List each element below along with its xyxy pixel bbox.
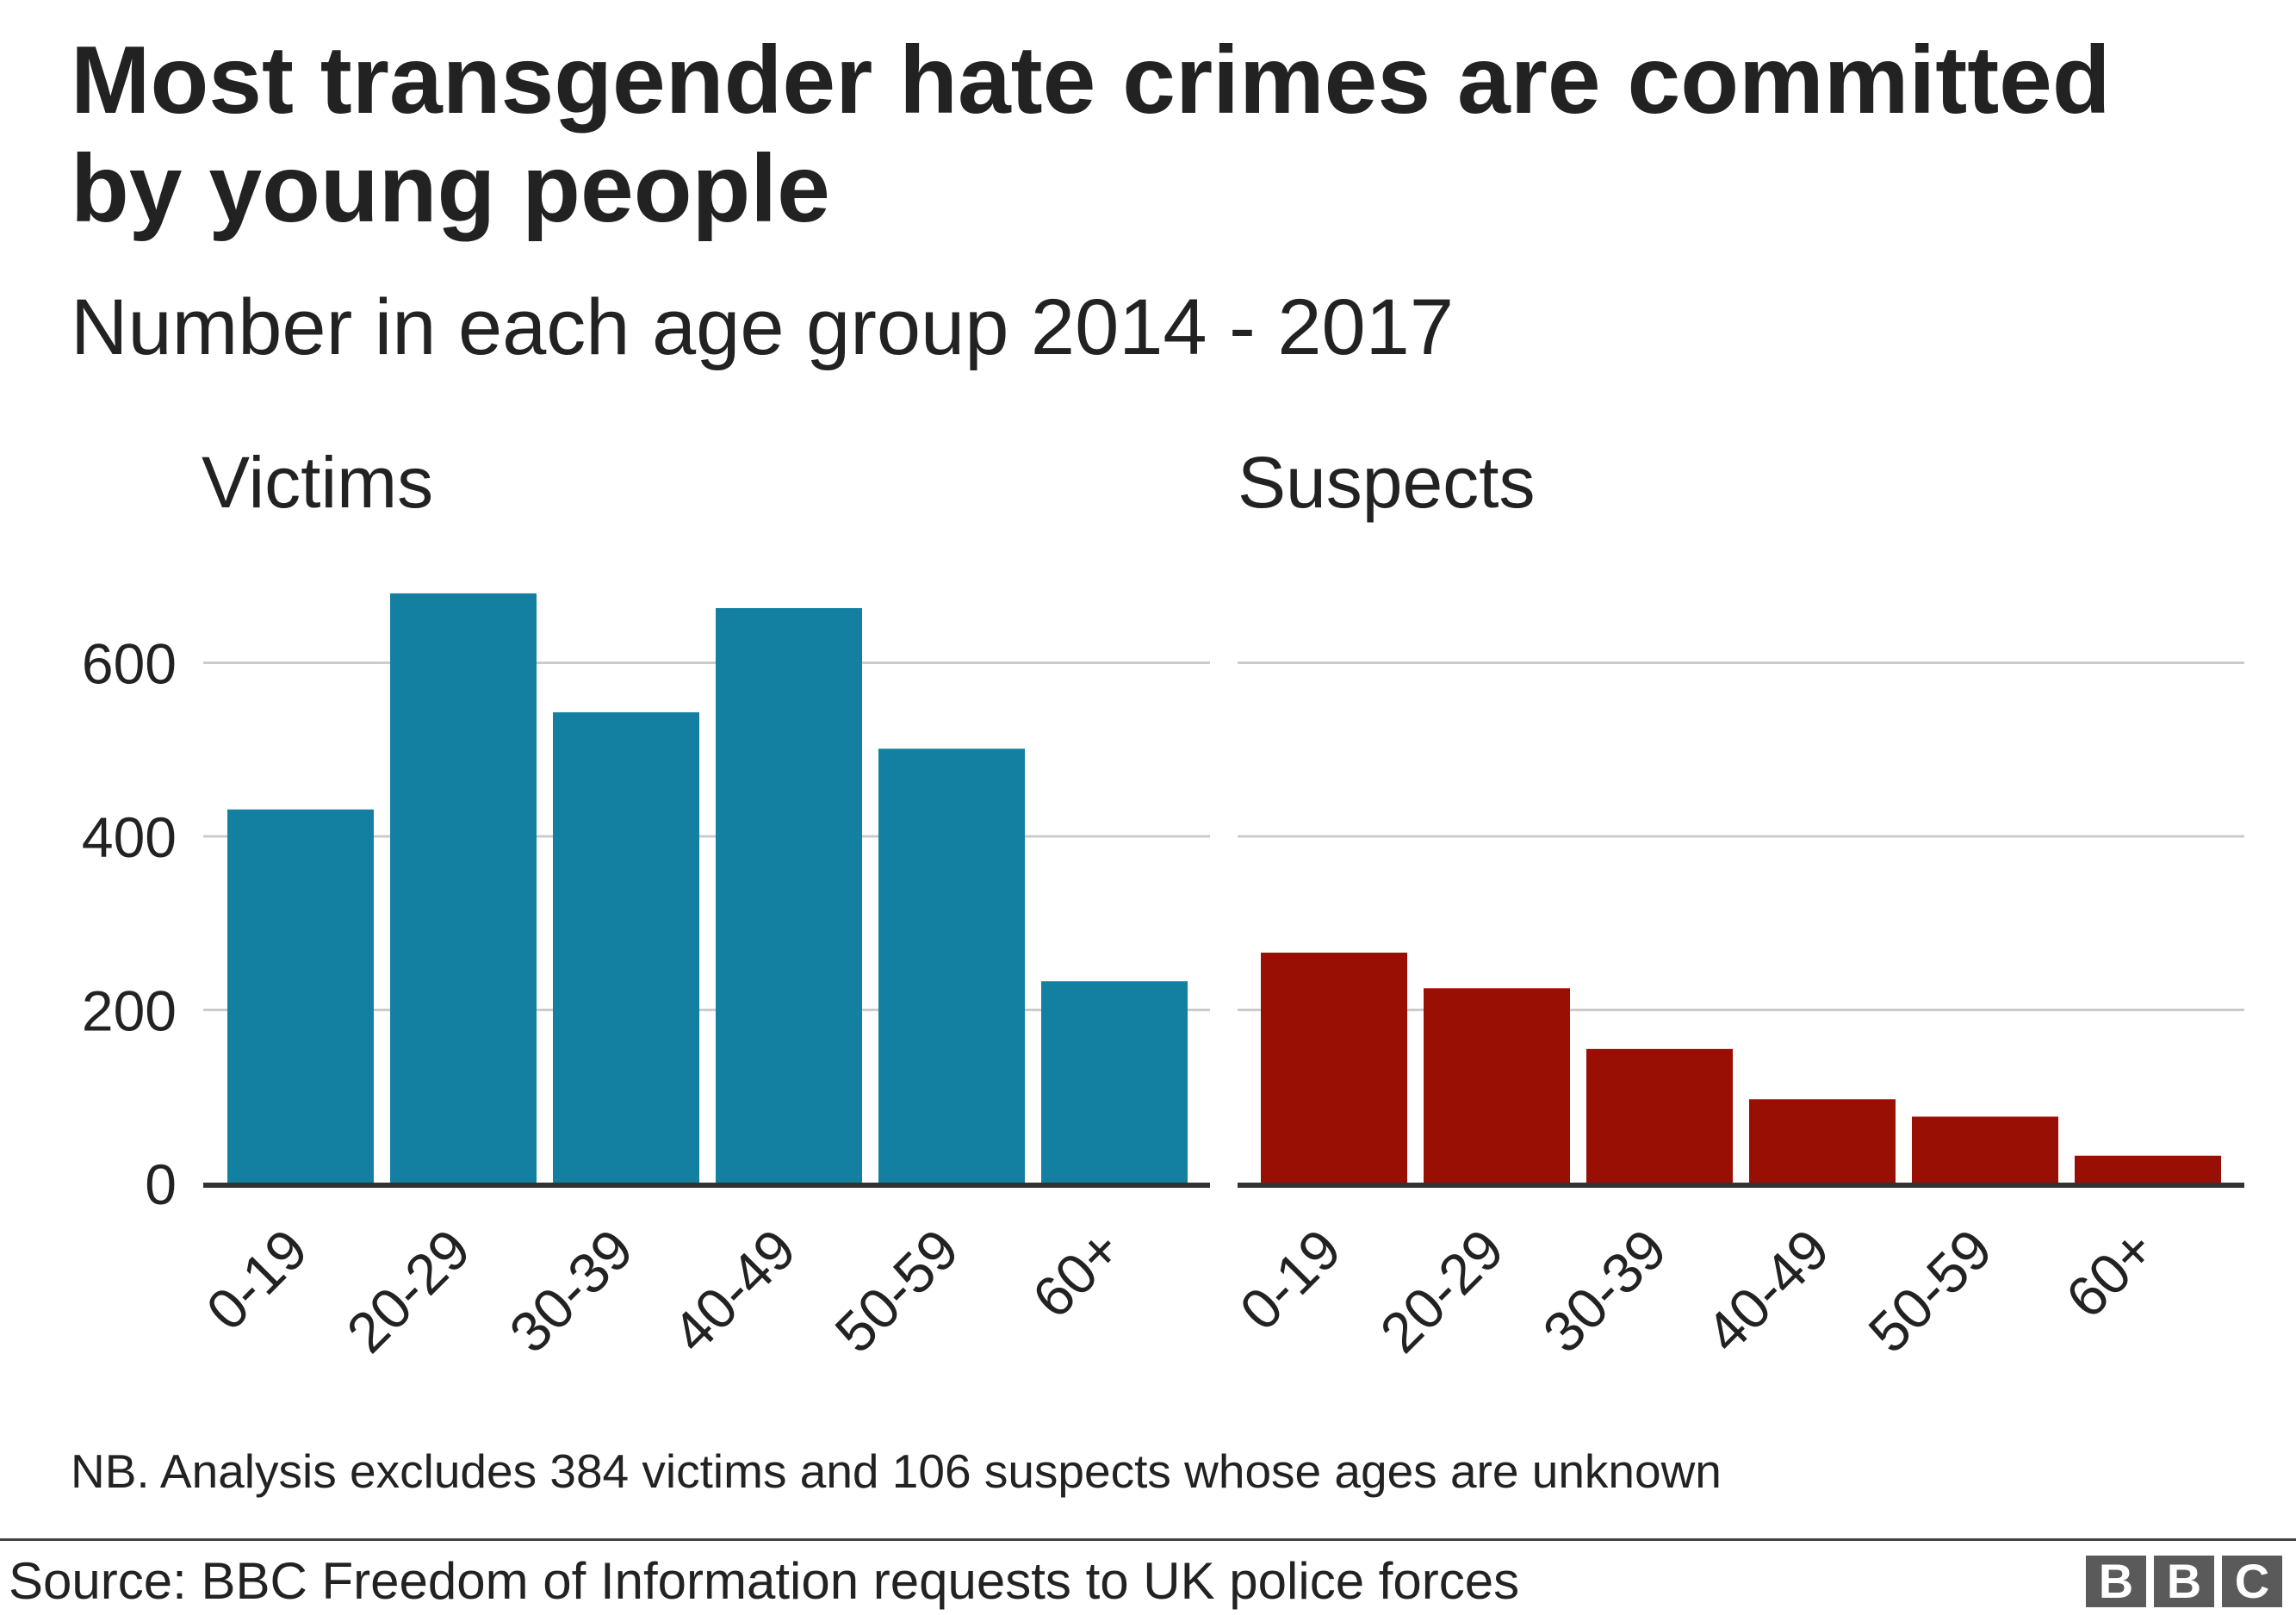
bbc-logo-block-1: B bbox=[2086, 1556, 2146, 1607]
bbc-logo-block-2: B bbox=[2154, 1556, 2214, 1607]
suspects-x-tick-label-40-49: 40-49 bbox=[1693, 1217, 1841, 1365]
victims-x-tick-label-40-49: 40-49 bbox=[660, 1217, 808, 1365]
bbc-logo-block-3: C bbox=[2222, 1556, 2282, 1607]
victims-x-tick-label-30-39: 30-39 bbox=[497, 1217, 645, 1365]
victims-bar-40-49 bbox=[716, 608, 862, 1183]
victims-bar-50-59 bbox=[878, 748, 1025, 1183]
victims-bar-30-39 bbox=[553, 711, 699, 1183]
victims-x-tick-label-20-29: 20-29 bbox=[334, 1217, 482, 1365]
footer-divider bbox=[0, 1538, 2296, 1541]
suspects-panel-title: Suspects bbox=[1238, 442, 1536, 523]
suspects-x-tick-label-50-59: 50-59 bbox=[1856, 1217, 2004, 1365]
suspects-bar-60+ bbox=[2075, 1155, 2221, 1183]
footnote: NB. Analysis excludes 384 victims and 10… bbox=[71, 1444, 1722, 1498]
suspects-x-tick-label-20-29: 20-29 bbox=[1368, 1217, 1516, 1365]
suspects-bar-30-39 bbox=[1586, 1048, 1733, 1183]
y-tick-label-0: 0 bbox=[145, 1152, 177, 1216]
suspects-x-tick-label-30-39: 30-39 bbox=[1530, 1217, 1679, 1365]
suspects-bar-20-29 bbox=[1424, 988, 1570, 1183]
victims-panel-title: Victims bbox=[202, 442, 434, 523]
suspects-bar-50-59 bbox=[1912, 1116, 2058, 1183]
suspects-bar-40-49 bbox=[1749, 1099, 1896, 1183]
suspects-x-tick-label-60+: 60+ bbox=[2053, 1217, 2166, 1330]
suspects-x-tick-label-0-19: 0-19 bbox=[1227, 1217, 1353, 1343]
victims-bar-60+ bbox=[1041, 981, 1188, 1183]
chart-title: Most transgender hate crimes are committ… bbox=[71, 27, 2111, 242]
source-text: Source: BBC Freedom of Information reque… bbox=[9, 1552, 1520, 1610]
victims-x-tick-label-50-59: 50-59 bbox=[822, 1217, 971, 1365]
y-tick-label-400: 400 bbox=[82, 805, 177, 869]
chart-subtitle: Number in each age group 2014 - 2017 bbox=[71, 283, 1455, 371]
victims-bar-0-19 bbox=[227, 809, 374, 1183]
bbc-logo: B B C bbox=[2086, 1556, 2282, 1607]
y-tick-label-200: 200 bbox=[82, 979, 177, 1043]
victims-x-tick-label-0-19: 0-19 bbox=[194, 1217, 320, 1343]
victims-bar-20-29 bbox=[390, 593, 537, 1183]
victims-x-tick-label-60+: 60+ bbox=[1020, 1217, 1132, 1330]
y-tick-label-600: 600 bbox=[82, 632, 177, 696]
suspects-bar-0-19 bbox=[1261, 953, 1407, 1183]
